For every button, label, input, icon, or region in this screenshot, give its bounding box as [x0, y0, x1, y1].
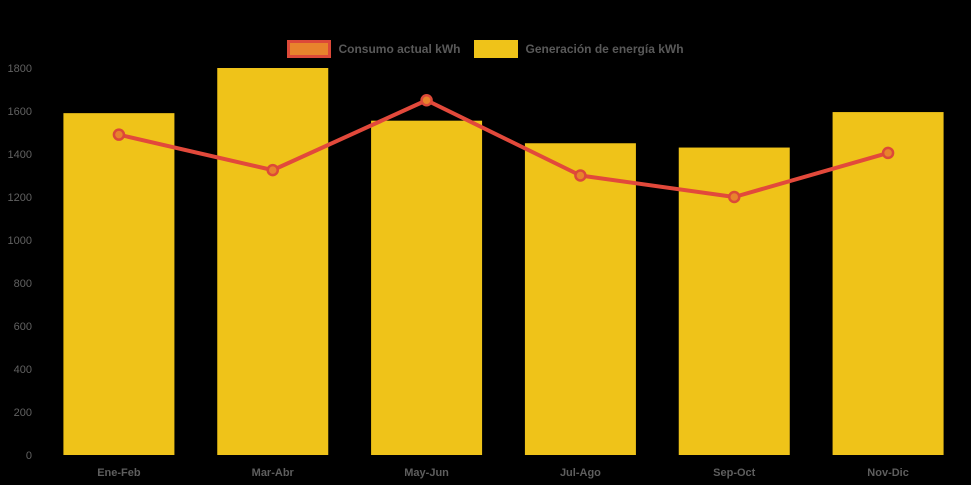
chart-legend: Consumo actual kWh Generación de energía… [0, 40, 971, 58]
x-tick-label-May-Jun: May-Jun [404, 467, 449, 479]
y-tick-label: 1000 [8, 235, 32, 247]
consumo-line [116, 98, 891, 199]
x-tick-label-Ene-Feb: Ene-Feb [97, 467, 141, 479]
legend-item-consumo[interactable]: Consumo actual kWh [287, 40, 460, 58]
legend-label-consumo: Consumo actual kWh [338, 41, 461, 56]
bar-Nov-Dic[interactable] [832, 112, 944, 455]
y-tick-label: 0 [26, 450, 32, 462]
x-tick-label-Nov-Dic: Nov-Dic [867, 467, 909, 479]
consumo-point-Jul-Ago[interactable] [574, 169, 587, 182]
y-tick-label: 1800 [8, 63, 32, 75]
x-tick-label-Mar-Abr: Mar-Abr [252, 467, 295, 479]
consumo-point-Sep-Oct[interactable] [728, 190, 741, 204]
y-tick-label: 1600 [8, 106, 32, 118]
legend-label-generacion: Generación de energía kWh [525, 41, 684, 56]
consumo-point-Nov-Dic[interactable] [881, 146, 895, 160]
bar-Jul-Ago[interactable] [524, 143, 636, 455]
y-tick-label: 400 [14, 364, 32, 376]
generacion-swatch-icon [474, 40, 519, 58]
y-tick-label: 800 [14, 278, 32, 290]
consumo-swatch-icon [287, 40, 332, 58]
y-tick-label: 1400 [8, 149, 32, 161]
bar-May-Jun[interactable] [371, 120, 483, 456]
y-tick-label: 600 [14, 321, 32, 333]
legend-item-generacion[interactable]: Generación de energía kWh [474, 40, 684, 58]
bar-Ene-Feb[interactable] [63, 113, 175, 456]
consumo-point-May-Jun[interactable] [420, 94, 433, 107]
consumo-point-Mar-Abr[interactable] [266, 163, 279, 177]
consumo-point-Ene-Feb[interactable] [112, 128, 126, 141]
y-tick-label: 200 [14, 407, 32, 419]
x-tick-label-Sep-Oct: Sep-Oct [713, 467, 756, 479]
y-tick-label: 1200 [8, 192, 32, 204]
x-tick-label-Jul-Ago: Jul-Ago [560, 467, 601, 479]
bar-Mar-Abr[interactable] [217, 68, 329, 455]
